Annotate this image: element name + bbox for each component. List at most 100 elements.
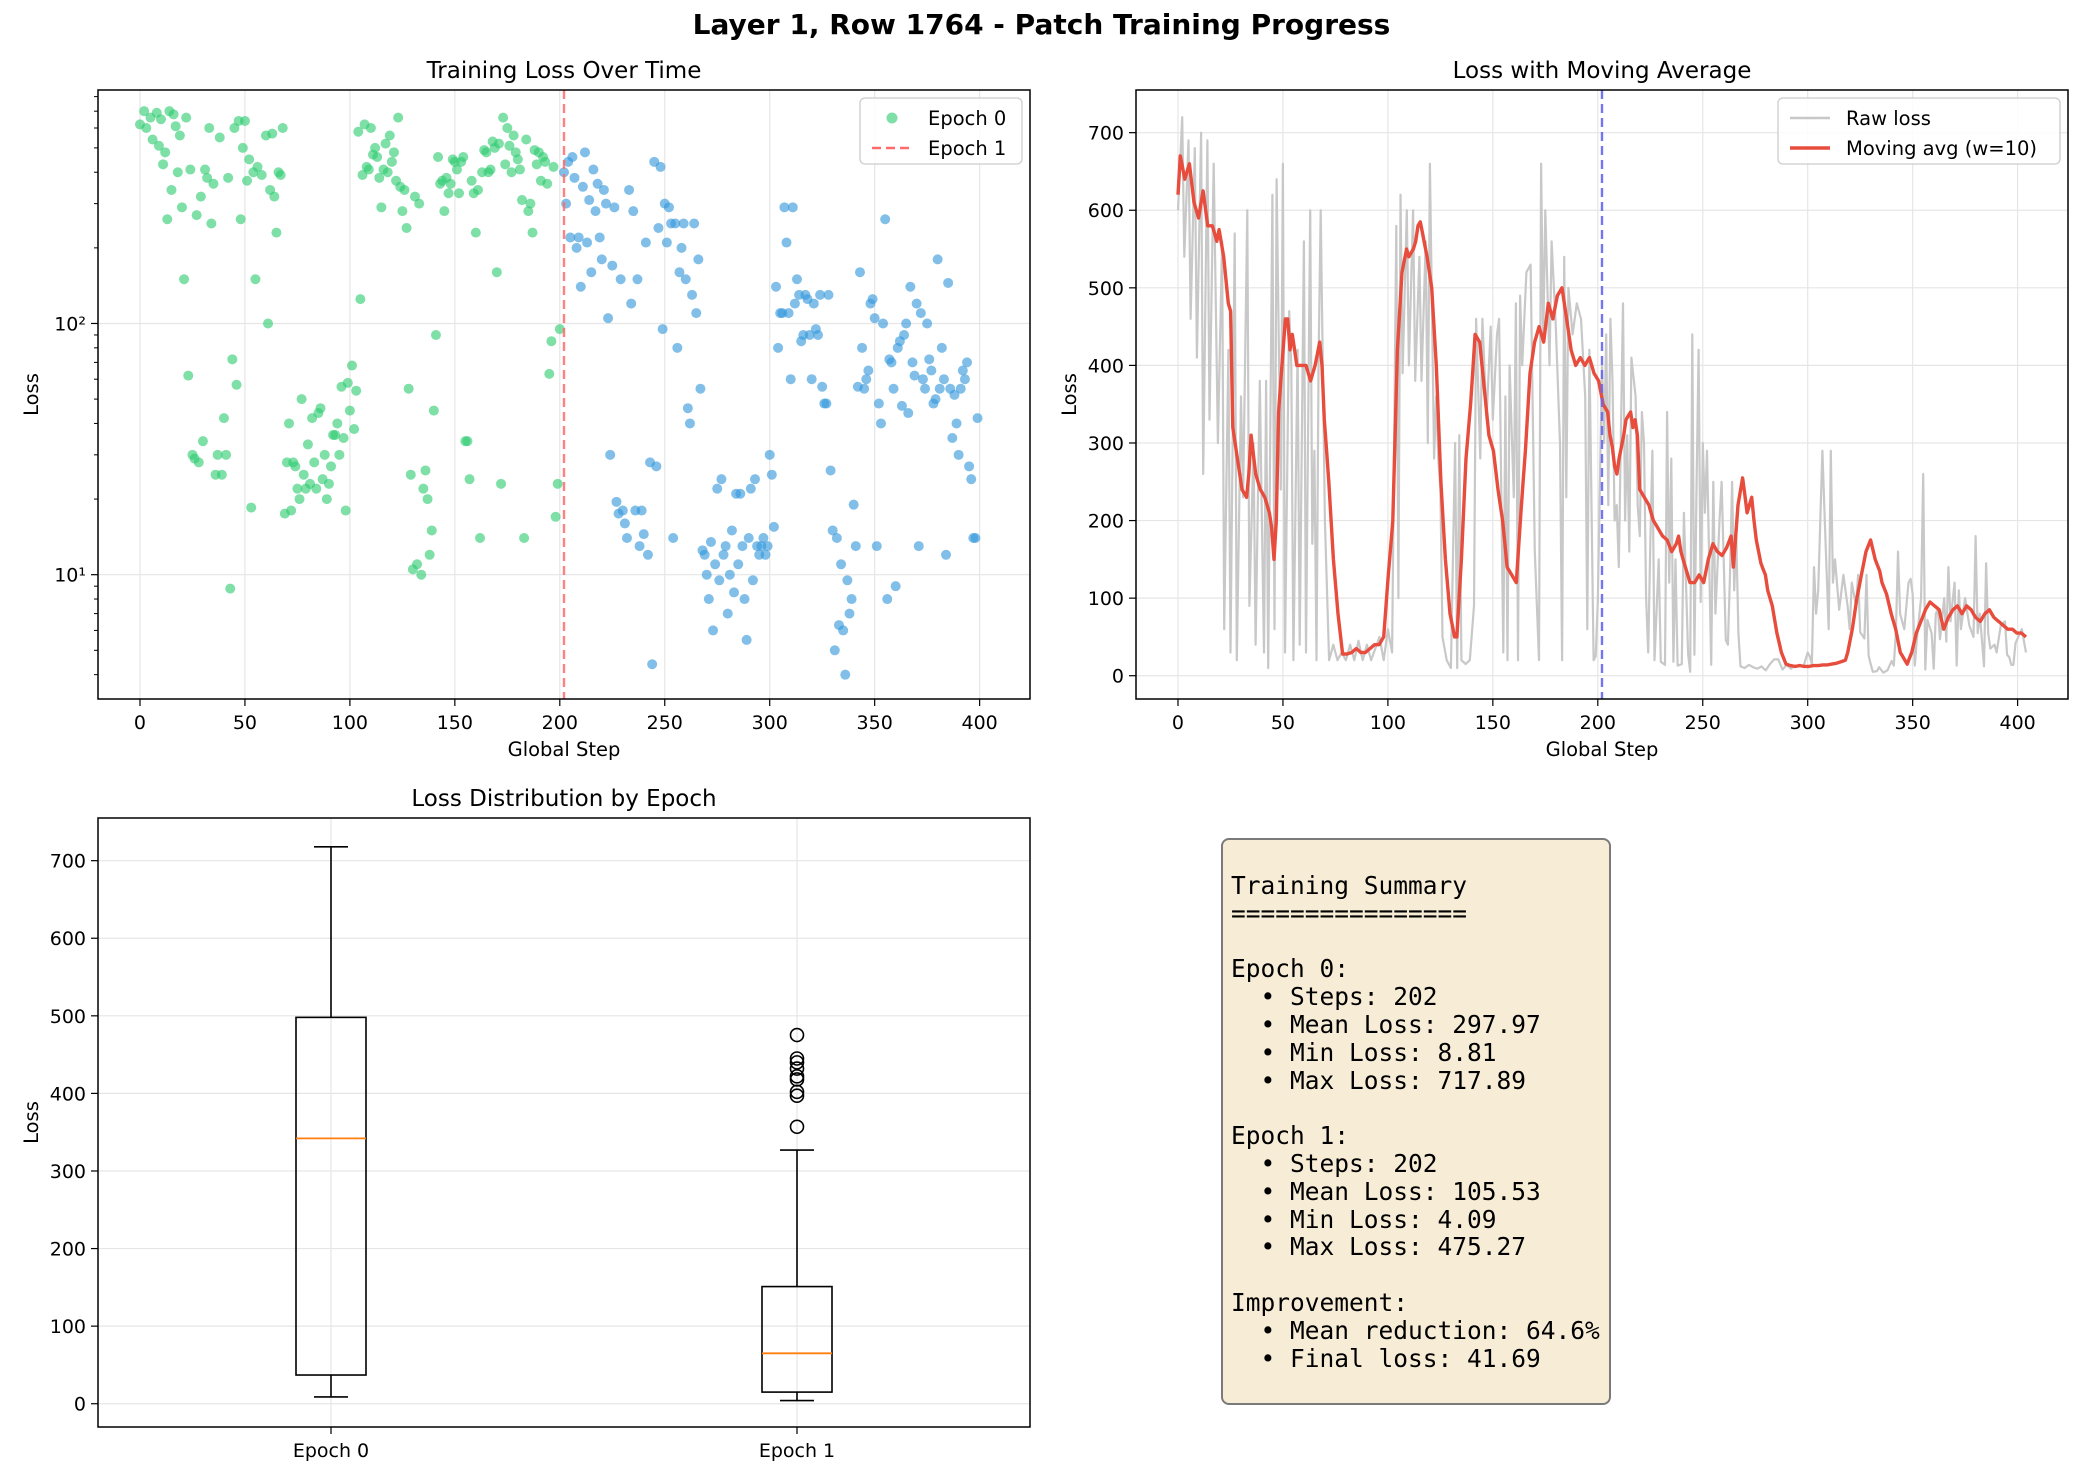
- epoch-1-point: [924, 354, 935, 365]
- epoch-0-point: [170, 121, 181, 132]
- epoch-1-point: [621, 532, 632, 543]
- y-tick-label: 200: [1088, 511, 1124, 533]
- epoch-1-point: [680, 274, 691, 285]
- epoch-0-point: [193, 457, 204, 468]
- epoch-0-point: [506, 167, 517, 178]
- epoch-0-point: [221, 449, 232, 460]
- epoch-1-point: [594, 232, 605, 243]
- epoch-1-point: [873, 398, 884, 409]
- epoch-1-point: [684, 418, 695, 429]
- epoch-0-point: [326, 461, 336, 472]
- legend-label-epoch-0: Epoch 0: [928, 107, 1006, 130]
- epoch-0-point: [418, 483, 429, 494]
- epoch-1-point: [565, 232, 576, 243]
- legend-box: [1777, 97, 2061, 165]
- epoch-1-point: [962, 357, 973, 368]
- x-tick-label: 100: [1370, 712, 1406, 734]
- epoch-1-point: [792, 274, 802, 285]
- epoch-0-point: [401, 222, 412, 233]
- epoch-0-point: [202, 172, 213, 183]
- epoch-1-point: [888, 383, 899, 394]
- epoch-0-point: [200, 164, 211, 175]
- epoch-0-point: [548, 161, 559, 172]
- epoch-1-point: [917, 374, 928, 385]
- epoch-0-point: [426, 525, 437, 536]
- epoch-1-point: [970, 532, 981, 543]
- epoch-0-point: [162, 214, 173, 225]
- epoch-0-point: [294, 494, 305, 505]
- epoch-1-point: [844, 608, 855, 619]
- epoch-0-point: [428, 405, 439, 416]
- epoch-0-point: [355, 294, 366, 305]
- summary-line: [1231, 1094, 1609, 1122]
- epoch-1-point: [678, 218, 689, 229]
- epoch-1-point: [878, 318, 889, 329]
- epoch-1-point: [882, 594, 893, 605]
- epoch-1-point: [785, 374, 796, 385]
- y-axis-label: Loss: [20, 373, 43, 416]
- y-tick-label: 10²: [54, 313, 86, 335]
- epoch-0-point: [225, 583, 236, 594]
- axes-frame: [1135, 89, 2069, 700]
- epoch-1-point: [605, 449, 616, 460]
- epoch-0-point: [197, 436, 208, 447]
- x-axis-label: Global Step: [1546, 738, 1659, 761]
- epoch-1-point: [806, 374, 817, 385]
- epoch-0-point: [239, 115, 250, 126]
- epoch-1-point: [840, 669, 851, 680]
- epoch-0-point: [554, 324, 565, 335]
- epoch-1-point: [708, 625, 719, 636]
- epoch-1-point: [890, 581, 901, 592]
- epoch-1-point: [714, 575, 725, 586]
- legend-label-epoch-1: Epoch 1: [928, 137, 1006, 160]
- epoch-1-point: [829, 645, 840, 656]
- epoch-0-point: [365, 122, 376, 133]
- epoch-0-point: [160, 147, 171, 158]
- epoch-1-point: [959, 374, 970, 385]
- epoch-0-point: [374, 172, 385, 183]
- epoch-0-point: [185, 164, 196, 175]
- summary-line: • Steps: 202: [1231, 982, 1438, 1012]
- epoch-0-point: [380, 138, 391, 149]
- epoch-0-point: [344, 405, 355, 416]
- epoch-1-point: [842, 575, 853, 586]
- epoch-0-point: [464, 474, 475, 485]
- epoch-1-point: [716, 474, 727, 485]
- epoch-1-point: [941, 549, 952, 560]
- iqr-box: [295, 1016, 367, 1376]
- epoch-0-point: [550, 511, 561, 522]
- x-tick-label: 200: [1580, 712, 1616, 734]
- epoch-0-point: [451, 164, 462, 175]
- epoch-1-point: [766, 469, 777, 480]
- iqr-box: [761, 1285, 833, 1393]
- epoch-0-point: [141, 122, 152, 133]
- epoch-1-point: [836, 559, 847, 570]
- x-tick-label: 400: [961, 712, 997, 734]
- epoch-1-point: [875, 418, 886, 429]
- epoch-0-point: [382, 167, 393, 178]
- x-tick-label: Epoch 0: [293, 1440, 369, 1462]
- y-tick-label: 400: [50, 1083, 86, 1105]
- epoch-0-point: [292, 483, 303, 494]
- epoch-0-point: [183, 370, 194, 381]
- epoch-1-point: [577, 181, 588, 192]
- epoch-0-point: [521, 134, 532, 145]
- epoch-0-point: [155, 114, 166, 125]
- epoch-0-point: [176, 202, 187, 213]
- epoch-1-point: [559, 167, 569, 178]
- epoch-0-point: [212, 449, 223, 460]
- epoch-1-point: [850, 541, 861, 552]
- epoch-0-point: [277, 122, 288, 133]
- x-tick-label: 250: [1685, 712, 1721, 734]
- summary-line: • Mean Loss: 105.53: [1231, 1176, 1541, 1206]
- epoch-1-point: [957, 365, 968, 376]
- epoch-0-point: [540, 156, 551, 167]
- epoch-1-point: [871, 541, 882, 552]
- epoch-0-point: [244, 154, 255, 165]
- epoch-0-point: [179, 274, 190, 285]
- epoch-0-point: [271, 227, 282, 238]
- x-tick-label: 350: [1895, 712, 1931, 734]
- outlier-point: [789, 1027, 805, 1043]
- summary-line: Training Summary: [1231, 871, 1468, 900]
